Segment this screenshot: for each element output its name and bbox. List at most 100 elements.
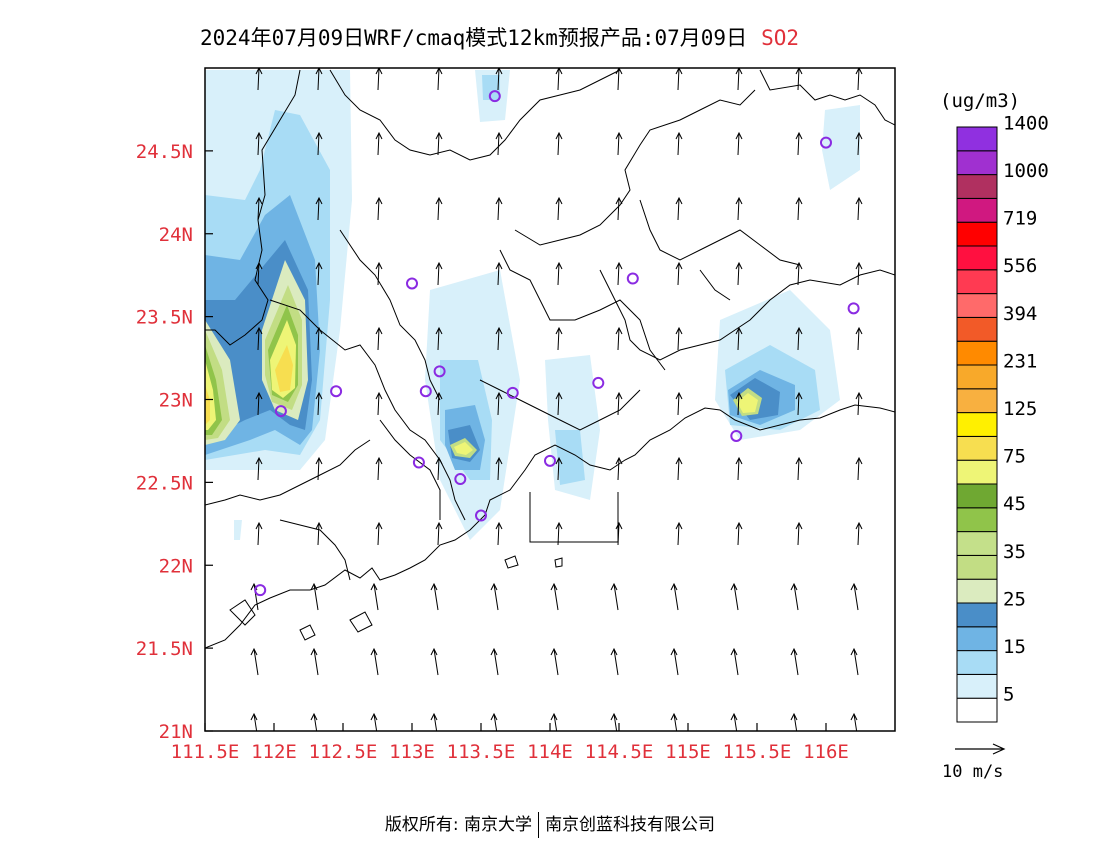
wind-arrow	[795, 391, 803, 416]
plume-dong-l2	[555, 430, 585, 485]
station-marker	[820, 136, 832, 149]
wind-arrow	[795, 521, 803, 546]
colorbar-swatch	[956, 316, 998, 342]
wind-arrow	[675, 326, 683, 351]
axes: 111.5E 112E 112.5E 113E 113.5E 114E 114.5E 115E…	[136, 141, 849, 763]
plume-east-l6	[737, 393, 758, 413]
wind-arrow	[615, 196, 623, 221]
wind-arrow	[370, 582, 379, 611]
wind-arrow	[495, 521, 503, 546]
wind-arrow	[495, 68, 503, 91]
wind-arrow	[855, 131, 863, 156]
wind-arrow	[615, 261, 623, 286]
wind-arrow	[555, 521, 563, 546]
wind-arrow	[315, 326, 323, 351]
wind-arrow	[855, 391, 863, 416]
colorbar-label: 394	[1003, 303, 1037, 325]
wind-arrow	[675, 68, 683, 91]
wind-arrow	[435, 196, 443, 221]
colorbar-swatch	[956, 364, 998, 390]
station-markers	[254, 90, 860, 597]
wind-arrow	[615, 456, 623, 481]
colorbar-swatch	[956, 340, 998, 366]
wind-arrow	[490, 582, 499, 611]
x-tick-label: 114E	[527, 741, 573, 763]
chart-title: 2024年07月09日WRF/cmaq模式12km预报产品:07月09日 SO2	[200, 22, 799, 52]
wind-arrow	[255, 261, 263, 286]
wind-arrow	[370, 712, 378, 731]
wind-arrow	[310, 712, 318, 731]
wind-arrow	[495, 326, 503, 351]
wind-arrow	[610, 582, 619, 611]
wind-arrow	[675, 261, 683, 286]
colorbar-swatch	[956, 602, 998, 628]
city-lines-7	[379, 419, 441, 520]
wind-arrow	[790, 582, 799, 611]
wind-arrow	[555, 68, 563, 91]
wind-arrow	[795, 68, 803, 91]
colorbar-unit: (ug/m3)	[940, 90, 1021, 112]
wind-arrow	[375, 131, 383, 156]
wind-arrow	[495, 196, 503, 221]
wind-arrow	[490, 647, 499, 676]
wind-arrow	[495, 261, 503, 286]
x-tick-label: 114.5E	[585, 741, 654, 763]
y-tick-label: 24.5N	[136, 141, 193, 163]
wind-arrow	[855, 261, 863, 286]
wind-arrow	[255, 391, 263, 416]
wind-arrow	[615, 68, 623, 91]
station-marker	[544, 454, 556, 467]
colorbar: 5 15 25 35 45 75 125 231 394 556 719 1000 1400	[956, 112, 1049, 723]
station-marker	[475, 509, 487, 522]
wind-arrow	[850, 647, 859, 676]
y-tick-label: 21N	[159, 721, 193, 743]
wind-arrow	[555, 261, 563, 286]
colorbar-swatch	[956, 507, 998, 533]
colorbar-label: 1400	[1003, 112, 1049, 134]
wind-arrow	[675, 456, 683, 481]
station-marker	[406, 277, 418, 290]
colorbar-label: 75	[1003, 446, 1026, 468]
wind-arrow	[555, 391, 563, 416]
colorbar-swatch	[956, 174, 998, 199]
wind-arrow	[735, 68, 743, 91]
wind-arrow	[495, 391, 503, 416]
wind-arrow	[435, 68, 443, 91]
colorbar-swatch	[956, 459, 998, 485]
wind-arrow	[730, 582, 739, 611]
plume-ne-small	[822, 105, 860, 190]
city-lines-8	[205, 439, 371, 506]
y-tick-label: 24N	[159, 224, 193, 246]
x-tick-label: 115.5E	[723, 741, 792, 763]
y-tick-label: 21.5N	[136, 638, 193, 660]
colorbar-swatch	[956, 650, 998, 675]
x-tick-label: 113E	[389, 741, 435, 763]
x-tick-label: 115E	[665, 741, 711, 763]
wind-legend-label: 10 m/s	[942, 762, 1004, 782]
wind-arrow	[675, 391, 683, 416]
station-marker	[254, 584, 267, 597]
prov-boundary-north	[329, 69, 621, 161]
wind-arrow	[670, 582, 679, 611]
island-1	[229, 599, 256, 626]
wind-arrow	[615, 391, 623, 416]
city-lines-1	[269, 299, 466, 521]
wind-arrow	[196, 133, 202, 155]
wind-legend-arrow	[955, 743, 1006, 755]
wind-arrow	[310, 647, 319, 676]
colorbar-label: 556	[1003, 255, 1037, 277]
wind-arrow	[795, 261, 803, 286]
plume-west-l9	[205, 385, 210, 425]
wind-arrow	[196, 328, 202, 350]
wind-arrow	[430, 582, 439, 611]
wind-arrow	[675, 131, 683, 156]
wind-arrow	[250, 712, 258, 731]
wind-vectors	[196, 68, 863, 731]
colorbar-swatch	[956, 150, 998, 176]
wind-arrow	[790, 712, 798, 731]
wind-arrow	[855, 456, 863, 481]
wind-arrow	[550, 712, 558, 731]
plume-north-l2	[482, 75, 500, 100]
x-tick-label: 113.5E	[447, 741, 516, 763]
wind-arrow	[430, 647, 439, 676]
